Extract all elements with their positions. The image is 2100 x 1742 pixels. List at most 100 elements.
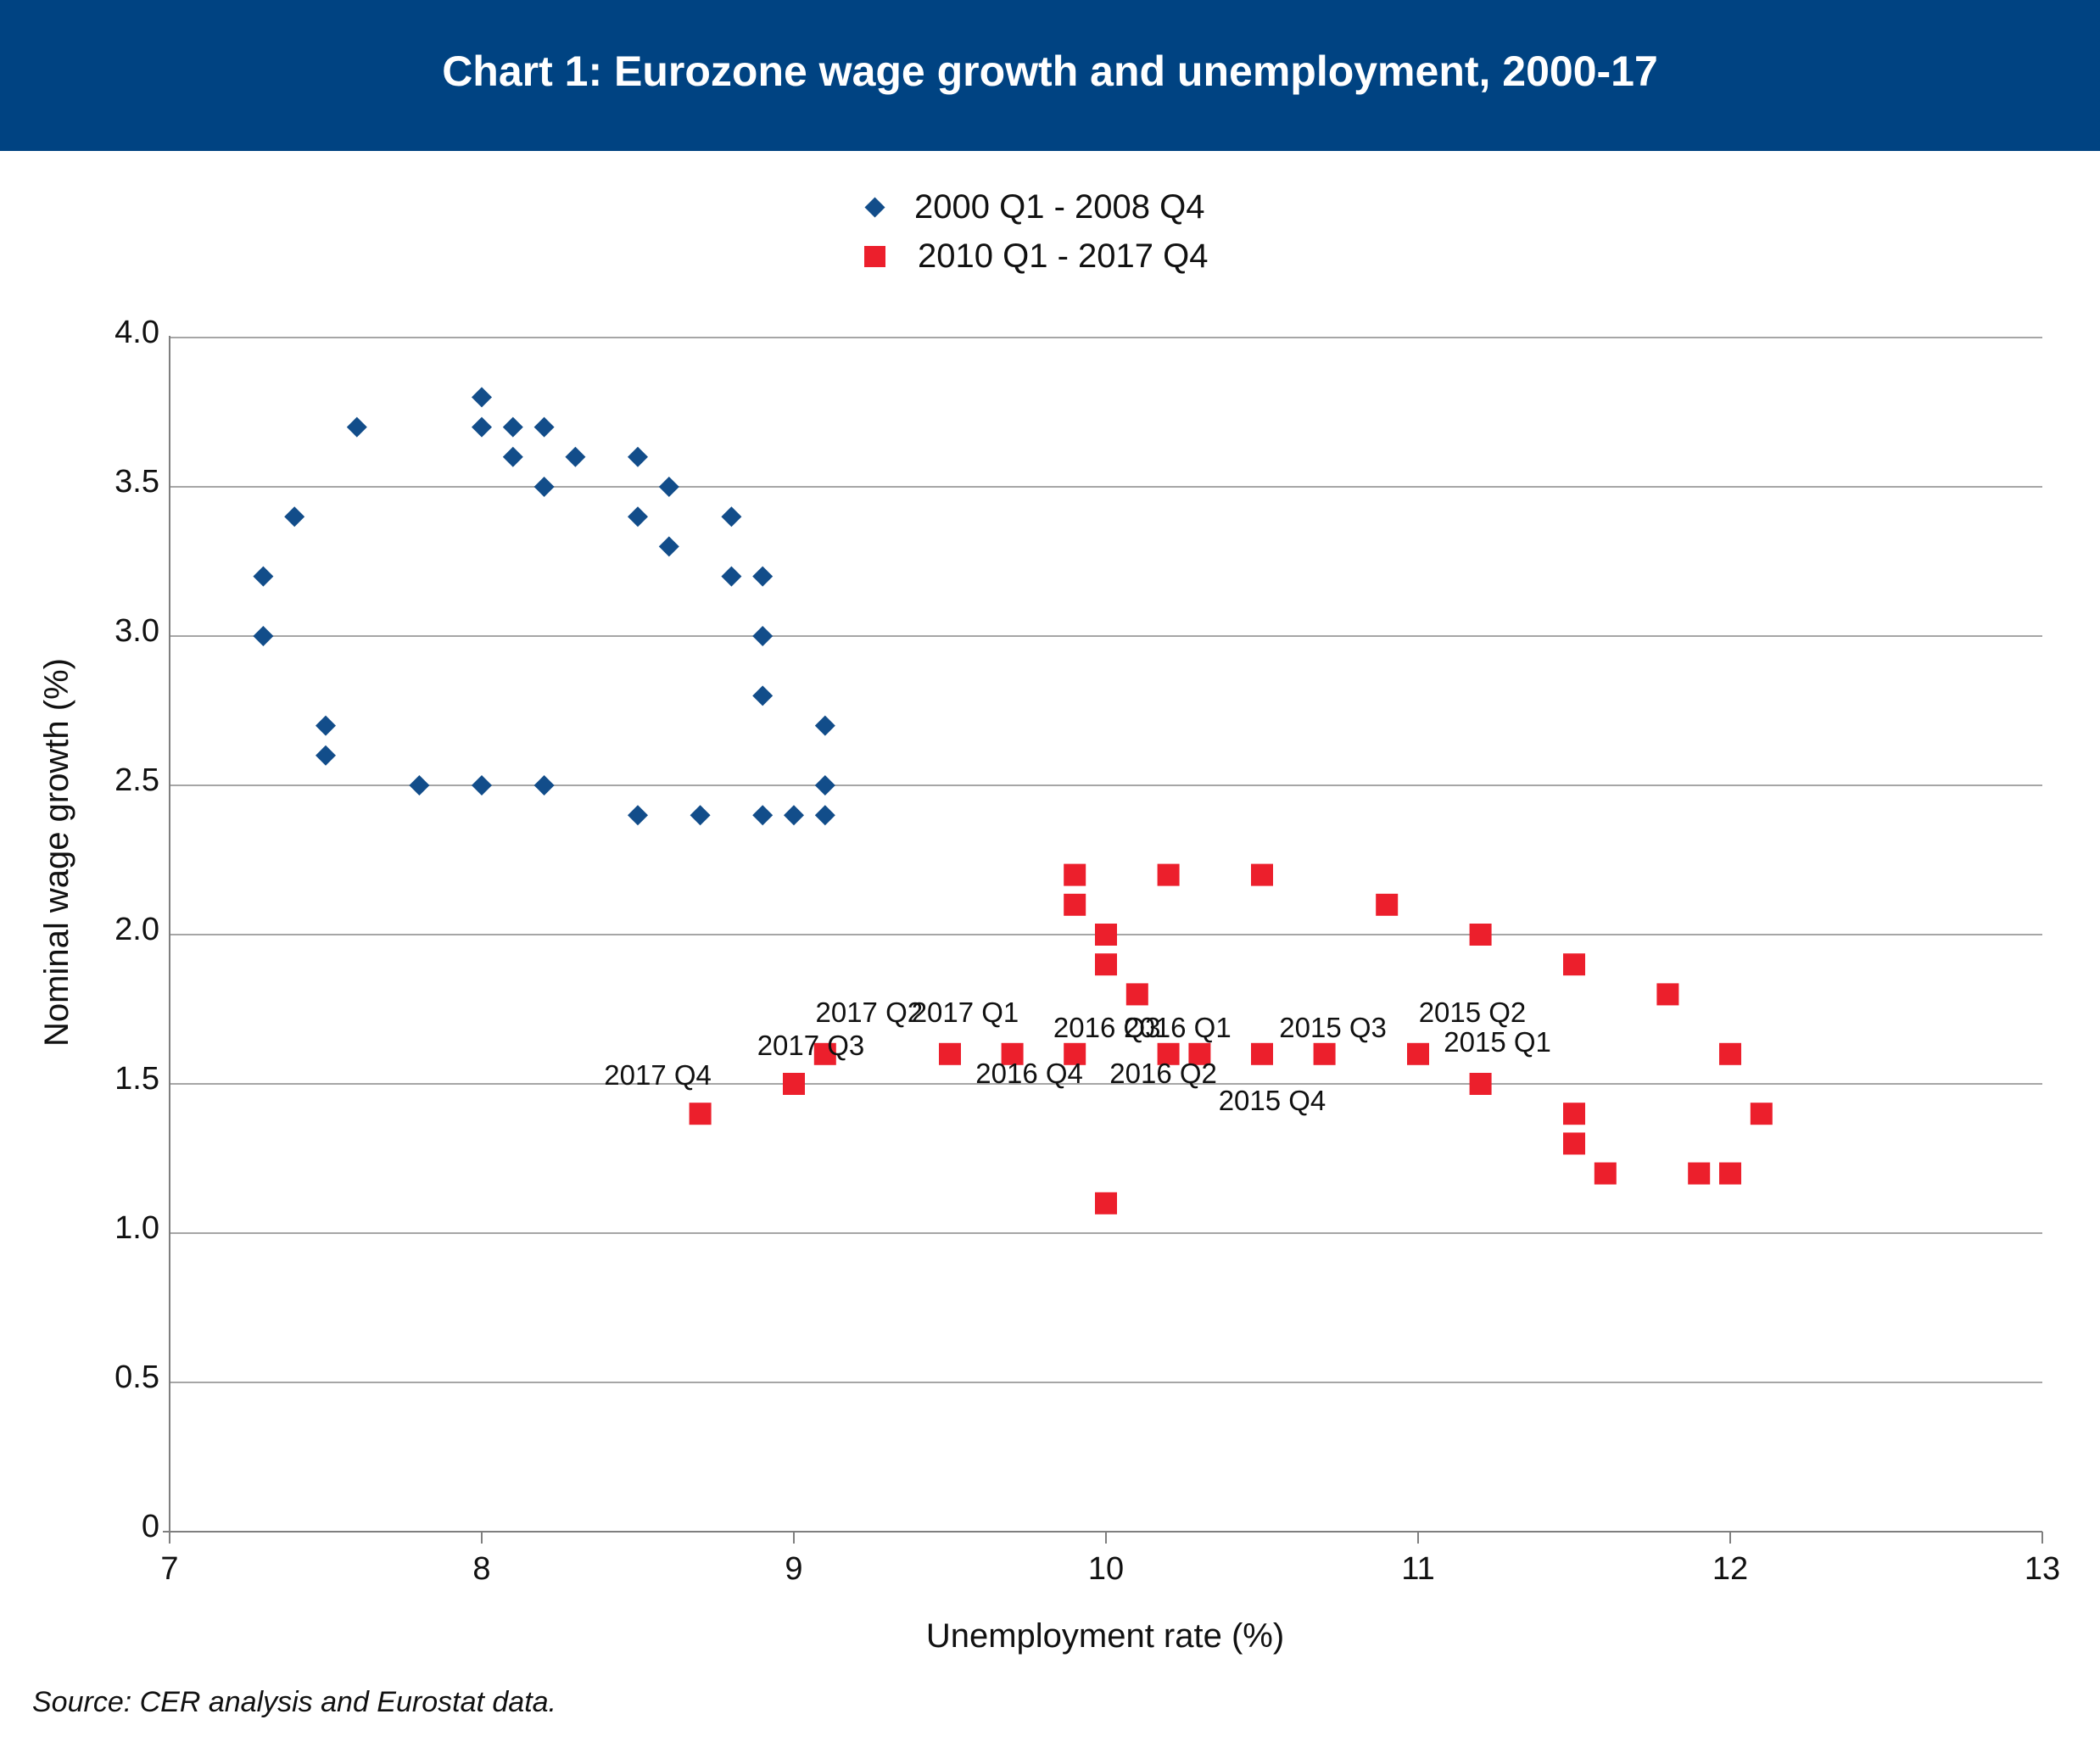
x-tick-label: 12 (1712, 1551, 1748, 1587)
diamond-point (316, 715, 336, 736)
diamond-point (721, 506, 742, 528)
x-tick-label: 9 (785, 1551, 802, 1587)
x-tick-label: 10 (1088, 1551, 1124, 1587)
y-tick-label: 3.0 (114, 613, 159, 649)
square-point (1251, 863, 1273, 886)
diamond-point (565, 446, 586, 467)
y-tick-label: 1.0 (114, 1210, 159, 1246)
square-point (1376, 893, 1399, 916)
square-point (1688, 1162, 1711, 1185)
axes (163, 336, 2043, 1544)
diamond-point (814, 715, 835, 736)
y-tick-label: 0.5 (114, 1360, 159, 1395)
point-label: 2015 Q2 (1419, 997, 1527, 1028)
square-point (1594, 1162, 1617, 1185)
diamond-point (752, 566, 774, 587)
diamond-point (690, 805, 711, 826)
diamond-point (721, 566, 742, 587)
diamond-point (502, 446, 523, 467)
square-point (1125, 983, 1148, 1006)
diamond-point (628, 446, 648, 467)
point-label: 2016 Q4 (975, 1058, 1083, 1089)
diamond-point (658, 536, 679, 557)
y-tick-label: 0 (142, 1509, 159, 1544)
square-point (1188, 1042, 1211, 1065)
square-point (1563, 1132, 1585, 1155)
square-point (1064, 1042, 1086, 1065)
y-tick-label: 1.5 (114, 1061, 159, 1097)
point-label: 2016 Q2 (1109, 1058, 1217, 1089)
square-point (1095, 1192, 1117, 1214)
x-tick-label: 13 (2025, 1551, 2060, 1587)
diamond-point (658, 477, 679, 497)
point-label: 2017 Q2 (815, 997, 923, 1028)
diamond-point (628, 805, 648, 826)
square-point (1563, 1103, 1585, 1125)
chart-header: Chart 1: Eurozone wage growth and unempl… (0, 0, 2100, 151)
diamond-point (752, 805, 774, 826)
legend-label-series-1: 2000 Q1 - 2008 Q4 (914, 188, 1205, 226)
diamond-point (752, 685, 774, 706)
point-label: 2017 Q1 (912, 997, 1019, 1028)
diamond-point (814, 805, 835, 826)
point-label: 2016 Q3 (1053, 1012, 1161, 1043)
diamond-point (784, 805, 804, 826)
diamond-point (316, 745, 336, 766)
square-point (1064, 893, 1086, 916)
square-point (813, 1042, 836, 1065)
diamond-point (533, 477, 555, 497)
diamond-point (814, 775, 835, 796)
legend-label-series-2: 2010 Q1 - 2017 Q4 (918, 237, 1209, 275)
diamond-point (472, 416, 492, 438)
diamond-point (346, 416, 367, 438)
square-point (1064, 863, 1086, 886)
point-label: 2017 Q4 (604, 1059, 712, 1091)
square-point (1719, 1162, 1741, 1185)
diamond-point (253, 626, 274, 646)
diamond-point (284, 506, 305, 528)
square-point (939, 1042, 961, 1065)
y-tick-label: 2.5 (114, 762, 159, 798)
x-axis-title: Unemployment rate (%) (926, 1617, 1284, 1655)
square-point (1750, 1103, 1773, 1125)
y-tick-label: 2.0 (114, 912, 159, 947)
square-point (1001, 1042, 1024, 1065)
source-note: Source: CER analysis and Eurostat data. (32, 1686, 556, 1718)
square-point (1563, 953, 1585, 976)
chart-title: Chart 1: Eurozone wage growth and unempl… (442, 47, 1658, 95)
square-point (1407, 1042, 1429, 1065)
x-tick-label: 11 (1401, 1551, 1434, 1587)
square-point (1095, 924, 1117, 946)
diamond-point (472, 775, 492, 796)
x-tick-label: 8 (472, 1551, 490, 1587)
data-points (253, 387, 1773, 1214)
point-label: 2015 Q1 (1444, 1026, 1551, 1058)
diamond-point (502, 416, 523, 438)
diamond-point (409, 775, 430, 796)
x-tick-label: 7 (160, 1551, 178, 1587)
square-point (1469, 1073, 1492, 1095)
gridlines (170, 337, 2042, 1383)
y-tick-label: 3.5 (114, 464, 159, 500)
square-point (1656, 983, 1679, 1006)
square-point (1719, 1042, 1741, 1065)
diamond-point (472, 387, 492, 408)
diamond-point (752, 626, 774, 646)
square-point (1095, 953, 1117, 976)
square-point (1469, 924, 1492, 946)
legend-item-series-1: 2000 Q1 - 2008 Q4 (861, 188, 1204, 226)
diamond-point (253, 566, 274, 587)
square-point (1157, 1042, 1180, 1065)
diamond-point (628, 506, 648, 528)
square-point (1313, 1042, 1336, 1065)
square-point (1157, 863, 1180, 886)
point-label: 2015 Q4 (1219, 1085, 1326, 1116)
square-point (783, 1073, 805, 1095)
square-point (1251, 1042, 1273, 1065)
point-label: 2015 Q3 (1279, 1012, 1387, 1043)
point-label: 2017 Q3 (757, 1030, 865, 1061)
square-point (689, 1103, 712, 1125)
diamond-point (533, 416, 555, 438)
